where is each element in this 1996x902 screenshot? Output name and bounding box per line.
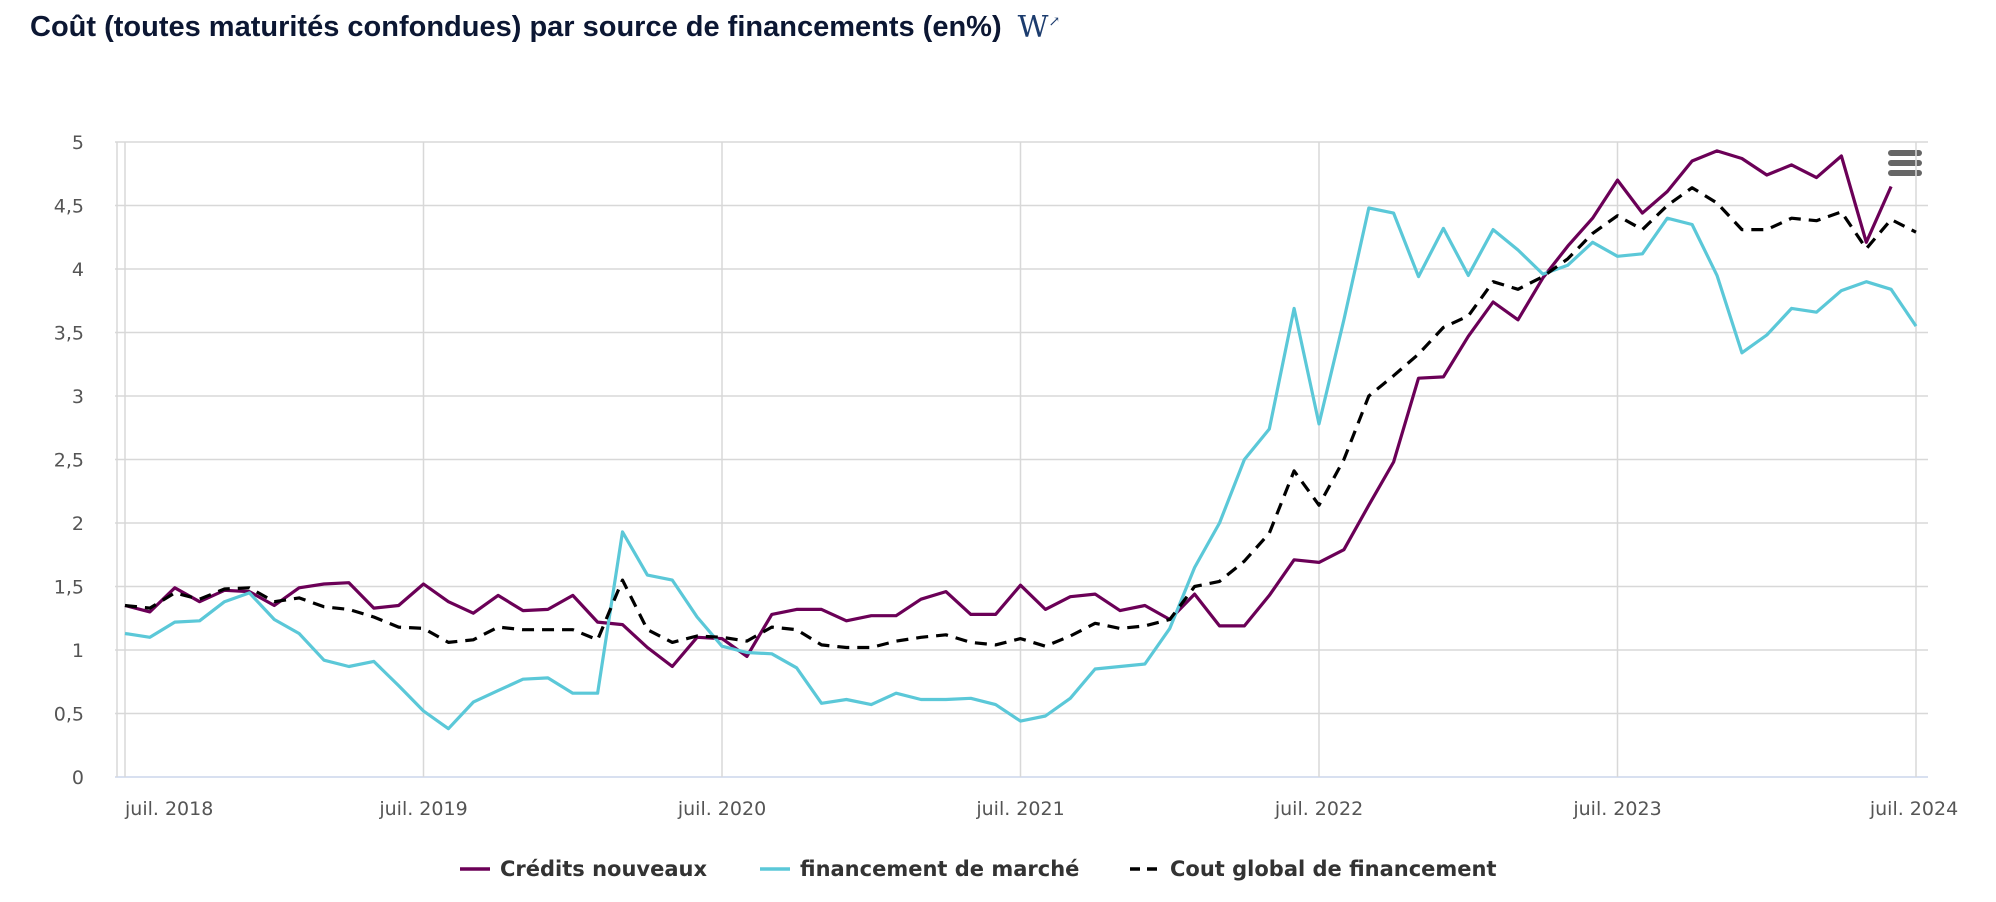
series-line-2 xyxy=(124,186,1917,650)
y-tick-label: 3,5 xyxy=(54,323,84,345)
x-tick-label: juil. 2023 xyxy=(1572,798,1661,820)
x-tick-label: juil. 2021 xyxy=(975,798,1064,820)
y-tick-label: 0 xyxy=(72,767,84,789)
hamburger-menu-icon[interactable] xyxy=(1888,150,1922,180)
legend-item-label[interactable]: Cout global de financement xyxy=(1170,857,1497,881)
x-tick-label: juil. 2022 xyxy=(1274,798,1363,820)
y-tick-label: 3 xyxy=(72,386,84,408)
legend-item-label[interactable]: financement de marché xyxy=(800,857,1079,881)
legend-item-label[interactable]: Crédits nouveaux xyxy=(500,857,707,881)
y-tick-label: 0,5 xyxy=(54,704,84,726)
x-tick-label: juil. 2024 xyxy=(1869,798,1958,820)
x-tick-label: juil. 2018 xyxy=(124,798,213,820)
series-line-1 xyxy=(124,206,1918,731)
y-tick-label: 2,5 xyxy=(54,450,84,472)
logo-icon: W↗ xyxy=(1017,10,1061,45)
series-line-0 xyxy=(124,149,1893,669)
chart-title-text: Coût (toutes maturités confondues) par s… xyxy=(30,11,1002,43)
y-tick-label: 2 xyxy=(72,513,84,535)
y-tick-label: 1,5 xyxy=(54,577,84,599)
x-tick-label: juil. 2019 xyxy=(378,798,467,820)
y-tick-label: 4,5 xyxy=(54,196,84,218)
y-tick-label: 4 xyxy=(72,259,84,281)
chart-title: Coût (toutes maturités confondues) par s… xyxy=(30,10,1060,45)
y-tick-label: 1 xyxy=(72,640,84,662)
x-tick-label: juil. 2020 xyxy=(677,798,766,820)
y-tick-label: 5 xyxy=(72,132,84,154)
